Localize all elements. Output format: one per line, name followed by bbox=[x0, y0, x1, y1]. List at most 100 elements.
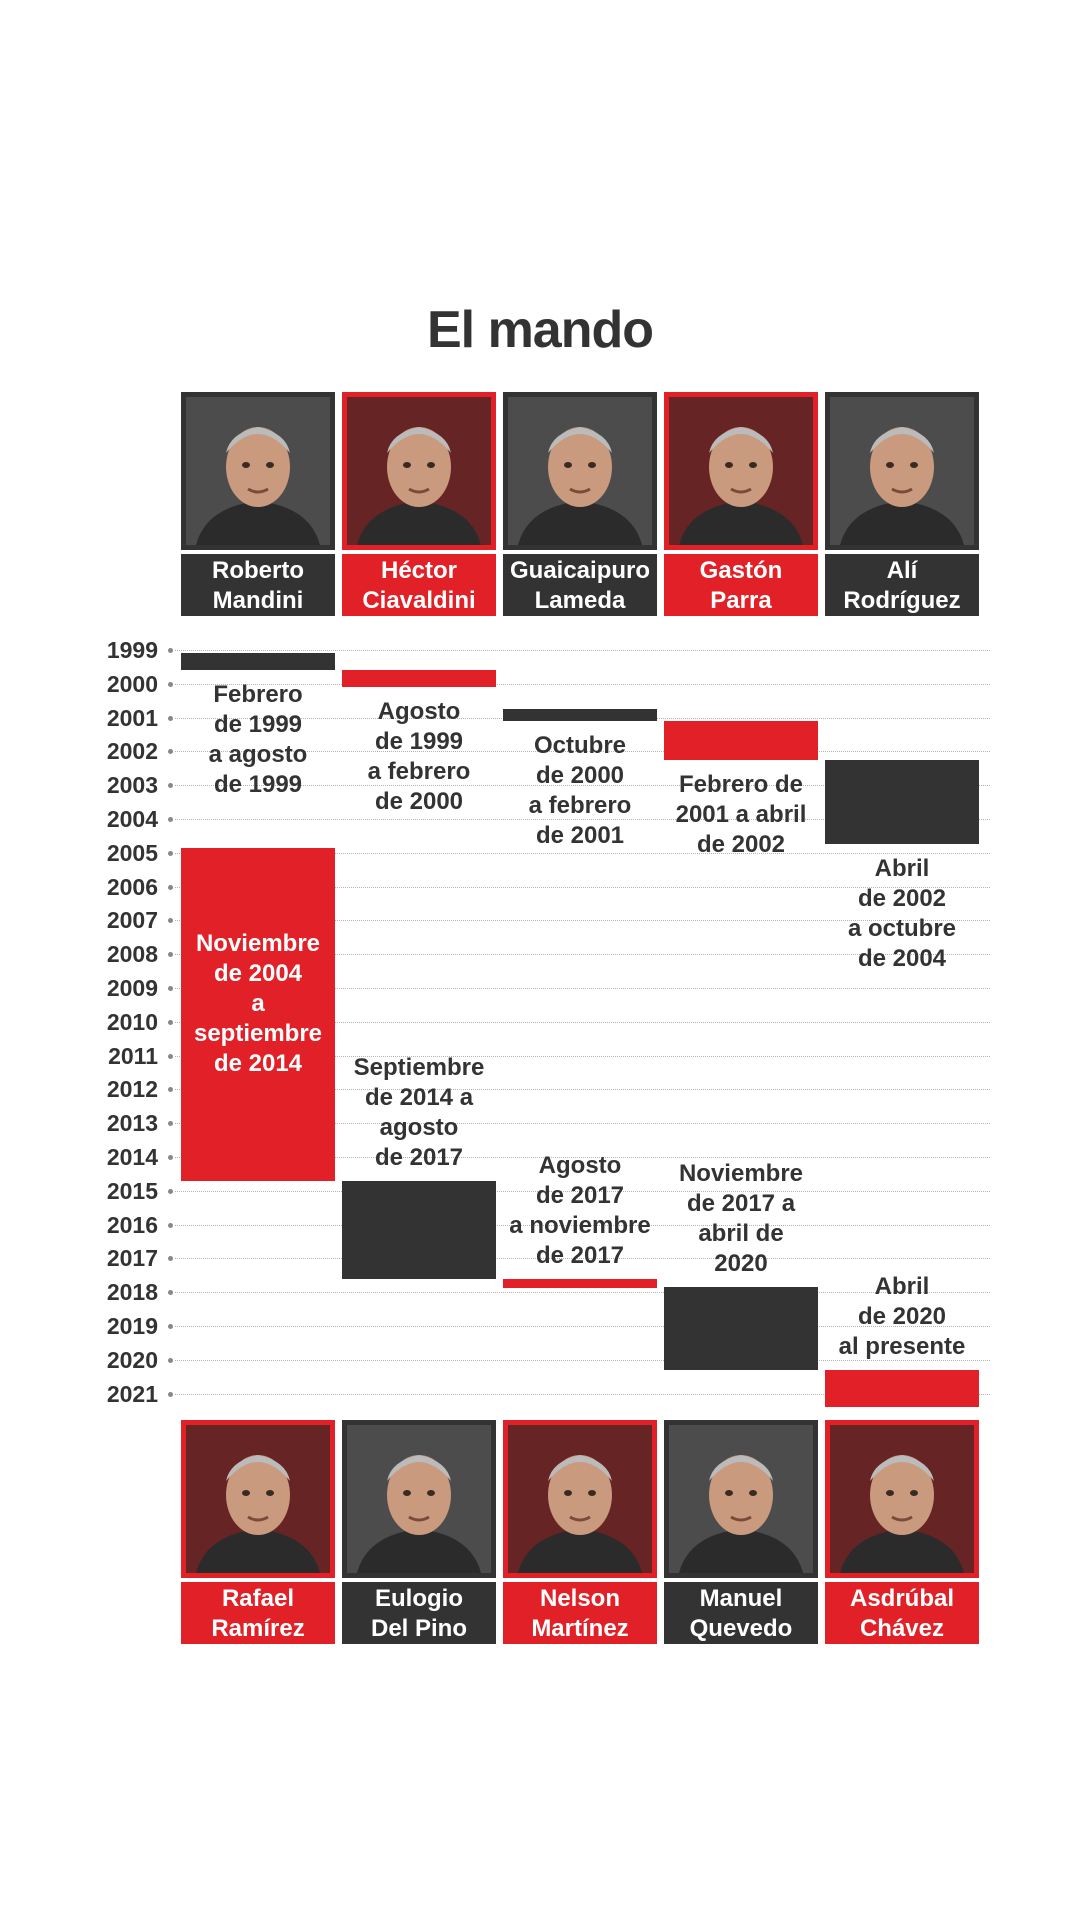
gridline bbox=[175, 1359, 990, 1361]
name-line-1: Gastón bbox=[699, 556, 783, 584]
tenure-bar bbox=[664, 1287, 818, 1370]
name-label: Héctor Ciavaldini bbox=[342, 554, 496, 616]
name-text: Gastón Parra bbox=[700, 556, 783, 616]
gridline bbox=[175, 1157, 990, 1158]
gridline bbox=[175, 1393, 990, 1395]
name-line-1: Rafael bbox=[221, 1584, 295, 1612]
tenure-period-label: Noviembre de 2004 a septiembre de 2014 bbox=[193, 930, 323, 1078]
year-tick-dot bbox=[168, 1256, 173, 1262]
name-line-1: Guaicaipuro bbox=[509, 556, 651, 584]
portrait-martnez bbox=[503, 1420, 657, 1578]
year-tick-dot bbox=[168, 1188, 173, 1194]
tenure-bar bbox=[503, 1278, 657, 1288]
portrait-photo bbox=[186, 1425, 330, 1573]
year-tick-dot bbox=[168, 1222, 173, 1228]
name-line-2: Del Pino bbox=[370, 1614, 467, 1642]
tenure-bar bbox=[825, 759, 979, 845]
name-label: Nelson Martínez bbox=[503, 1582, 657, 1644]
year-tick-dot bbox=[168, 715, 173, 721]
name-line-1: Alí bbox=[886, 556, 918, 584]
gridline bbox=[175, 785, 990, 787]
year-tick-label: 2004 bbox=[106, 806, 158, 832]
year-tick-label: 2006 bbox=[106, 873, 158, 900]
gridline bbox=[175, 886, 990, 888]
name-line-1: Manuel bbox=[699, 1584, 783, 1612]
year-tick-dot bbox=[168, 1019, 173, 1025]
year-tick-label: 2005 bbox=[106, 839, 158, 866]
name-text: Asdrúbal Chávez bbox=[850, 1584, 954, 1644]
year-tick-dot bbox=[168, 1290, 173, 1296]
name-line-2: Martínez bbox=[531, 1614, 629, 1642]
tenure-period-label: Agosto de 1999 a febrero de 2000 bbox=[367, 698, 471, 816]
year-tick-dot bbox=[168, 1053, 173, 1059]
tenure-period-label: Septiembre de 2014 a agosto de 2017 bbox=[353, 1053, 485, 1171]
gridline bbox=[175, 1258, 990, 1260]
portrait-photo bbox=[830, 1425, 974, 1573]
year-tick-label: 2010 bbox=[106, 1008, 158, 1035]
portrait-photo bbox=[830, 397, 974, 545]
gridline bbox=[175, 954, 990, 956]
year-tick-dot bbox=[168, 1324, 173, 1329]
portrait-ramrez bbox=[181, 1420, 335, 1578]
portrait-parra bbox=[664, 392, 818, 550]
name-label: Gastón Parra bbox=[664, 554, 818, 616]
year-tick-dot bbox=[168, 1121, 173, 1127]
year-tick-label: 2016 bbox=[106, 1211, 158, 1238]
name-line-1: Héctor bbox=[380, 556, 458, 584]
year-tick-label: 2018 bbox=[106, 1279, 158, 1306]
year-tick-dot bbox=[168, 681, 173, 687]
gridline bbox=[175, 1021, 990, 1023]
tenure-bar bbox=[664, 720, 818, 760]
year-tick-dot bbox=[168, 918, 173, 924]
year-tick-label: 2009 bbox=[106, 975, 158, 1001]
name-line-2: Quevedo bbox=[689, 1614, 793, 1642]
name-line-2: Lameda bbox=[534, 586, 626, 614]
name-line-2: Mandini bbox=[212, 586, 304, 614]
year-tick-label: 2021 bbox=[106, 1380, 158, 1407]
tenure-bar bbox=[503, 709, 657, 721]
name-line-2: Parra bbox=[710, 586, 772, 614]
year-tick-dot bbox=[168, 1155, 173, 1160]
gridline bbox=[175, 852, 990, 854]
gridline bbox=[175, 988, 990, 989]
name-line-2: Rodríguez bbox=[843, 586, 961, 614]
portrait-photo bbox=[347, 1425, 491, 1573]
portrait-quevedo bbox=[664, 1420, 818, 1578]
tenure-bar bbox=[181, 653, 335, 671]
tenure-period-label: Febrero de 1999 a agosto de 1999 bbox=[208, 681, 308, 799]
year-tick-dot bbox=[168, 749, 173, 755]
year-tick-label: 2014 bbox=[106, 1144, 158, 1170]
year-tick-label: 2012 bbox=[106, 1076, 158, 1103]
name-line-1: Roberto bbox=[212, 556, 304, 584]
name-line-2: Ramírez bbox=[211, 1614, 305, 1642]
gridline bbox=[175, 650, 990, 651]
gridline bbox=[175, 683, 990, 685]
portrait-lameda bbox=[503, 392, 657, 550]
name-text: Manuel Quevedo bbox=[690, 1584, 793, 1644]
tenure-period-label: Abril de 2020 al presente bbox=[838, 1272, 966, 1360]
tenure-bar bbox=[181, 847, 335, 1181]
year-tick-label: 2017 bbox=[106, 1245, 158, 1272]
name-label: Roberto Mandini bbox=[181, 554, 335, 616]
portrait-photo bbox=[508, 1425, 652, 1573]
year-tick-label: 2000 bbox=[106, 670, 158, 697]
year-tick-label: 2002 bbox=[106, 738, 158, 765]
gridline bbox=[175, 1190, 990, 1192]
year-tick-dot bbox=[168, 783, 173, 789]
name-text: Guaicaipuro Lameda bbox=[510, 556, 650, 616]
year-tick-label: 2007 bbox=[106, 907, 158, 934]
year-tick-dot bbox=[168, 952, 173, 958]
tenure-period-label: Noviembre de 2017 a abril de 2020 bbox=[678, 1160, 804, 1278]
tenure-bar bbox=[825, 1369, 979, 1408]
gridline bbox=[175, 1292, 990, 1294]
name-label: Eulogio Del Pino bbox=[342, 1582, 496, 1644]
portrait-ciavaldini bbox=[342, 392, 496, 550]
portrait-rodrguez bbox=[825, 392, 979, 550]
portrait-photo bbox=[347, 397, 491, 545]
portrait-chvez bbox=[825, 1420, 979, 1578]
tenure-bar bbox=[342, 670, 496, 688]
name-line-2: Ciavaldini bbox=[362, 586, 476, 614]
year-tick-label: 1999 bbox=[106, 637, 158, 663]
chart-title: El mando bbox=[426, 301, 654, 359]
year-tick-label: 2020 bbox=[106, 1346, 158, 1373]
